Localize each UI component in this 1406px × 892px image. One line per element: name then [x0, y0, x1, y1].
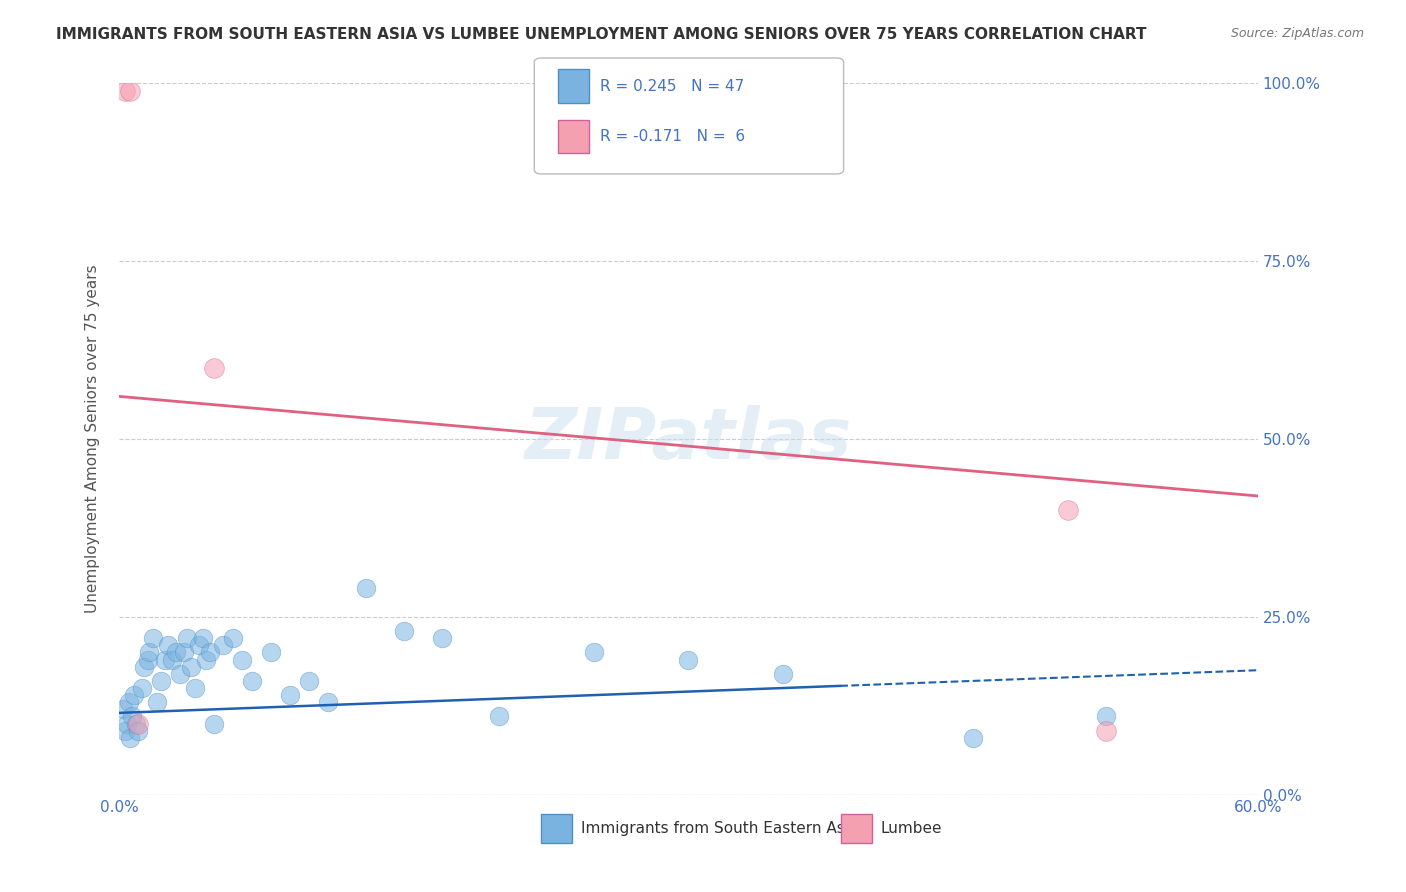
Point [222, 631, 245, 645]
Text: R = -0.171   N =  6: R = -0.171 N = 6 [600, 129, 745, 144]
Point [198, 645, 221, 659]
Point [240, 673, 263, 688]
Point [142, 631, 165, 645]
Point [165, 645, 187, 659]
Point [582, 645, 605, 659]
Point [115, 716, 138, 731]
Point [678, 652, 700, 666]
Y-axis label: Unemployment Among Seniors over 75 years: Unemployment Among Seniors over 75 years [86, 265, 100, 614]
Point [114, 84, 136, 98]
Point [962, 731, 984, 745]
Point [132, 659, 155, 673]
Point [278, 688, 301, 702]
Point [354, 582, 377, 596]
Point [169, 666, 191, 681]
Point [1095, 723, 1118, 738]
Point [430, 631, 453, 645]
Point [173, 645, 195, 659]
Point [127, 723, 149, 738]
Point [111, 702, 134, 716]
Point [125, 716, 148, 731]
Point [1057, 503, 1080, 517]
Point [180, 659, 202, 673]
Point [138, 645, 160, 659]
Text: Source: ZipAtlas.com: Source: ZipAtlas.com [1230, 27, 1364, 40]
Point [187, 638, 209, 652]
Point [1095, 709, 1118, 723]
Point [160, 652, 183, 666]
Point [316, 695, 339, 709]
Point [260, 645, 283, 659]
Point [212, 638, 235, 652]
Point [117, 695, 139, 709]
Point [121, 709, 143, 723]
Point [202, 716, 225, 731]
Point [488, 709, 510, 723]
Point [195, 652, 218, 666]
Point [191, 631, 214, 645]
Point [127, 716, 149, 731]
Point [176, 631, 198, 645]
Point [120, 84, 142, 98]
Point [149, 673, 172, 688]
Point [392, 624, 415, 639]
Text: IMMIGRANTS FROM SOUTH EASTERN ASIA VS LUMBEE UNEMPLOYMENT AMONG SENIORS OVER 75 : IMMIGRANTS FROM SOUTH EASTERN ASIA VS LU… [56, 27, 1147, 42]
Point [772, 666, 794, 681]
Point [298, 673, 321, 688]
Point [184, 681, 207, 695]
Point [122, 688, 145, 702]
Point [146, 695, 169, 709]
Point [131, 681, 153, 695]
Point [157, 638, 180, 652]
Point [136, 652, 159, 666]
Point [120, 731, 142, 745]
Point [202, 360, 225, 375]
Text: R = 0.245   N = 47: R = 0.245 N = 47 [600, 78, 745, 94]
Text: ZIPatlas: ZIPatlas [524, 405, 852, 474]
Point [114, 723, 136, 738]
Text: Lumbee: Lumbee [880, 822, 942, 836]
Point [153, 652, 176, 666]
Point [231, 652, 253, 666]
Text: Immigrants from South Eastern Asia: Immigrants from South Eastern Asia [581, 822, 858, 836]
